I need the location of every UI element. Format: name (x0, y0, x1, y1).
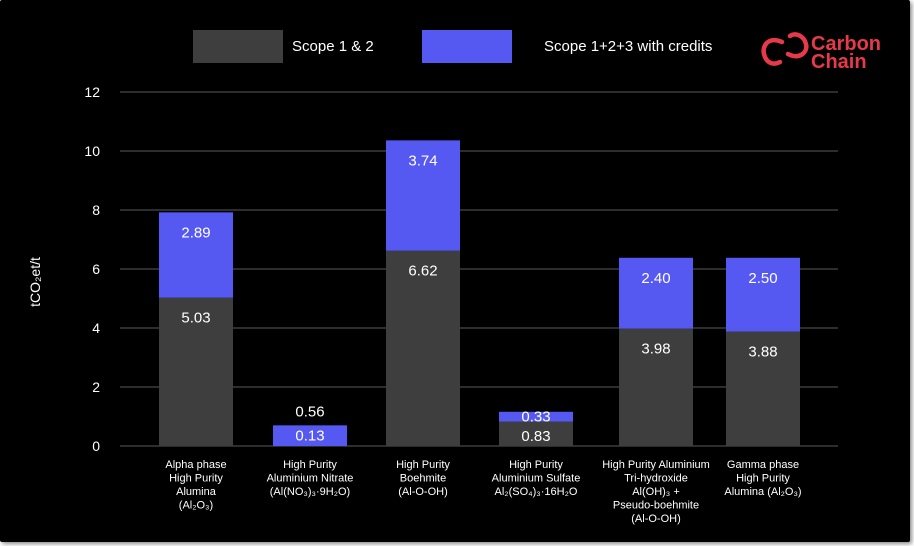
bar-scope12-2 (386, 251, 460, 446)
data-label: 3.88 (748, 344, 777, 361)
category-label: Aluminium Nitrate (267, 473, 354, 485)
category-label: (Al-O-OH) (398, 486, 448, 498)
data-label: 0.83 (521, 428, 550, 445)
legend-swatch (193, 30, 283, 63)
data-label-top: 0.56 (295, 403, 324, 420)
data-label: 2.89 (181, 224, 210, 241)
data-label: 2.50 (748, 270, 777, 287)
data-label: 3.98 (641, 341, 670, 358)
logo-mark-icon (764, 34, 807, 63)
data-label: 5.03 (181, 310, 210, 327)
y-tick-label: 2 (92, 379, 100, 395)
category-label: High Purity (169, 473, 223, 485)
category-label: Gamma phase (727, 459, 799, 471)
category-label: Al₂(SO₄)₃·16H₂O (495, 486, 578, 498)
category-label: High Purity (509, 459, 563, 471)
data-label: 0.13 (295, 428, 324, 445)
category-label: (Al(NO₃)₃·9H₂O) (270, 486, 350, 498)
category-label: Tri-hydroxide (624, 473, 688, 485)
carbonchain-logo: Carbon Chain (764, 33, 881, 73)
bar-scope123-4 (619, 258, 693, 329)
category-label: Aluminium Sulfate (492, 473, 581, 485)
category-label: Alumina (176, 486, 217, 498)
y-tick-labels: 0 2 4 6 8 10 12 (84, 84, 100, 454)
category-label: Alpha phase (165, 459, 226, 471)
legend: Scope 1 & 2 Scope 1+2+3 with credits (193, 30, 712, 63)
legend-label: Scope 1+2+3 with credits (544, 38, 712, 55)
bars: 5.03 2.89 0.13 0.56 6.62 3.74 0.83 0.33 3.98 2.40… (159, 140, 800, 446)
y-tick-label: 4 (92, 320, 100, 336)
category-label: Al(OH)₃ + (632, 486, 680, 498)
category-label: High Purity Aluminium (602, 459, 710, 471)
category-label: High Purity (736, 473, 790, 485)
category-label: High Purity (396, 459, 450, 471)
y-tick-label: 12 (84, 84, 100, 100)
data-label: 3.74 (408, 152, 437, 169)
category-label: (Al₂O₃) (179, 500, 213, 512)
legend-swatch (422, 30, 512, 63)
data-label: 2.40 (641, 270, 670, 287)
category-label: Boehmite (400, 473, 446, 485)
y-tick-label: 6 (92, 261, 100, 277)
y-tick-label: 10 (84, 143, 100, 159)
category-label: Alumina (Al₂O₃) (724, 486, 801, 498)
category-label: High Purity (283, 459, 337, 471)
data-label: 6.62 (408, 263, 437, 280)
category-label: Pseudo-boehmite (613, 500, 699, 512)
y-tick-label: 8 (92, 202, 100, 218)
category-label: (Al-O-OH) (631, 513, 681, 525)
data-label: 0.33 (521, 409, 550, 426)
y-axis-label: tCO₂et/t (27, 257, 43, 307)
legend-label: Scope 1 & 2 (292, 38, 374, 55)
logo-text-line2: Chain (811, 51, 867, 73)
y-tick-label: 0 (92, 438, 100, 454)
